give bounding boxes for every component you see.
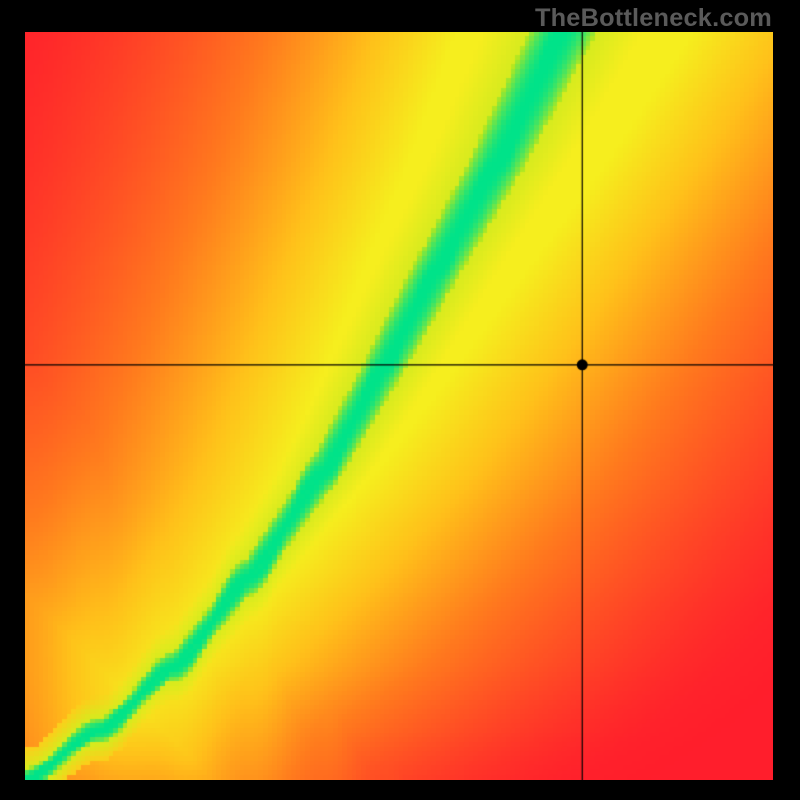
bottleneck-heatmap — [25, 32, 773, 780]
watermark-text: TheBottleneck.com — [535, 4, 772, 33]
figure-root: TheBottleneck.com — [0, 0, 800, 800]
